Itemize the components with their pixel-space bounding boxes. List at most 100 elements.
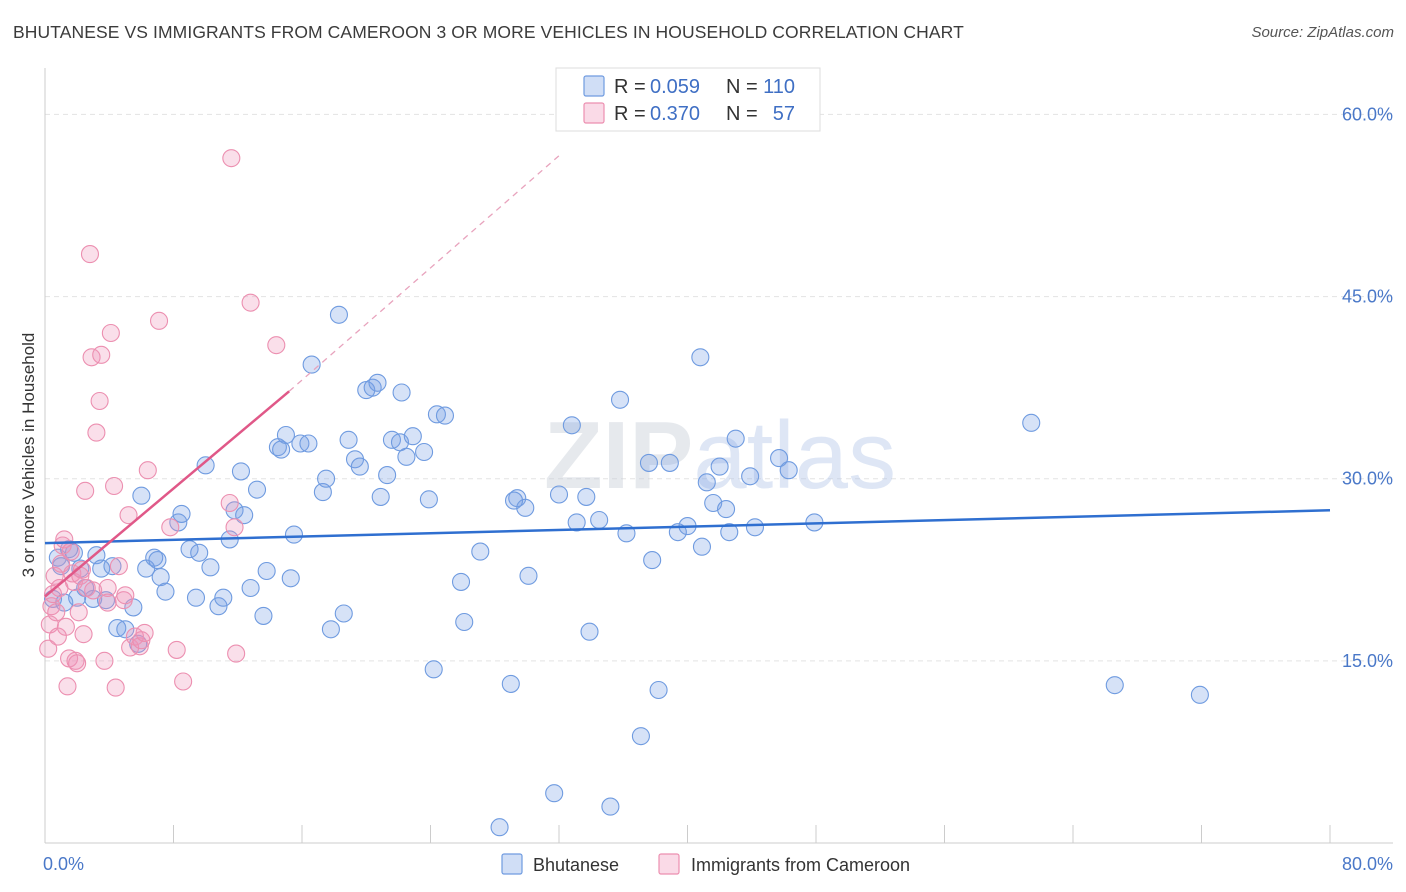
data-point-bhutanese (103, 557, 122, 576)
data-point-cameroon (87, 423, 106, 442)
legend-n-value-1: 110 (763, 76, 795, 98)
data-point-cameroon (39, 639, 58, 658)
data-point-bhutanese (741, 467, 760, 486)
data-point-cameroon (74, 625, 93, 644)
data-point-bhutanese (247, 480, 267, 499)
watermark: ZIPatlas (544, 402, 896, 509)
data-point-bhutanese (190, 543, 209, 562)
data-point-cameroon (161, 518, 180, 537)
data-point-bhutanese (545, 784, 564, 803)
data-point-bhutanese (419, 490, 438, 509)
bhutanese-points (43, 305, 1209, 837)
data-point-bhutanese (643, 551, 662, 570)
cameroon-points (39, 149, 286, 697)
data-point-bhutanese (214, 588, 233, 607)
data-point-cameroon (105, 476, 124, 496)
y-tick-labels: 15.0% 30.0% 45.0% 60.0% (1342, 104, 1393, 670)
data-point-cameroon (72, 560, 91, 579)
legend-n-label-1: N = (726, 76, 758, 98)
legend-r-label-2: R = (614, 103, 646, 125)
data-point-bhutanese (241, 578, 260, 598)
data-point-bhutanese (710, 457, 729, 476)
legend-bottom-swatch-bhutanese (501, 853, 523, 875)
data-point-bhutanese (92, 559, 111, 578)
data-point-cameroon (92, 345, 111, 364)
data-point-bhutanese (231, 462, 251, 481)
data-point-cameroon (220, 493, 239, 513)
data-point-bhutanese (132, 486, 151, 505)
data-point-bhutanese (726, 429, 745, 448)
data-point-cameroon (149, 311, 169, 330)
data-point-cameroon (80, 245, 100, 264)
data-point-cameroon (241, 293, 260, 312)
legend-bottom: Bhutanese Immigrants from Cameroon (501, 853, 910, 875)
data-point-bhutanese (403, 427, 422, 446)
data-point-bhutanese (254, 606, 273, 625)
data-point-bhutanese (660, 453, 679, 472)
legend-bottom-label-cameroon: Immigrants from Cameroon (691, 855, 910, 875)
data-point-bhutanese (716, 500, 736, 519)
data-point-bhutanese (1022, 413, 1041, 432)
data-point-bhutanese (649, 680, 668, 700)
data-point-bhutanese (516, 498, 535, 517)
data-point-bhutanese (567, 513, 586, 532)
data-point-bhutanese (363, 378, 382, 397)
data-point-cameroon (101, 323, 120, 343)
x-tick-label-max: 80.0% (1342, 854, 1393, 874)
data-point-bhutanese (378, 466, 397, 485)
data-point-bhutanese (455, 612, 474, 632)
legend-top: R = 0.059 N = 110 R = 0.370 N = 57 (555, 67, 821, 132)
data-point-bhutanese (770, 449, 789, 468)
legend-swatch-cameroon (583, 102, 605, 124)
data-point-cameroon (98, 578, 117, 598)
data-point-bhutanese (504, 491, 524, 510)
data-point-bhutanese (317, 469, 336, 488)
data-point-bhutanese (580, 622, 599, 641)
data-point-bhutanese (549, 485, 569, 504)
data-point-cameroon (174, 672, 193, 691)
data-point-cameroon (267, 336, 286, 355)
data-point-cameroon (56, 617, 75, 636)
trendline-cameroon (44, 390, 290, 598)
data-point-cameroon (227, 644, 246, 663)
data-point-bhutanese (321, 620, 340, 639)
y-tick-label: 30.0% (1342, 469, 1393, 489)
legend-bottom-swatch-cameroon (658, 853, 680, 875)
data-point-bhutanese (339, 430, 358, 449)
data-point-cameroon (98, 593, 117, 612)
data-point-bhutanese (745, 518, 765, 537)
data-point-bhutanese (281, 569, 300, 588)
data-point-cameroon (47, 603, 66, 622)
data-point-bhutanese (692, 537, 712, 556)
data-point-cameroon (222, 149, 241, 168)
data-point-bhutanese (697, 473, 716, 492)
data-point-bhutanese (350, 457, 369, 476)
data-point-bhutanese (371, 487, 390, 506)
data-point-cameroon (68, 654, 87, 673)
data-point-cameroon (84, 581, 103, 600)
data-point-cameroon (225, 518, 244, 537)
data-point-bhutanese (392, 383, 411, 402)
data-point-bhutanese (145, 548, 164, 567)
data-point-bhutanese (691, 348, 710, 367)
data-point-bhutanese (156, 582, 175, 601)
data-point-bhutanese (299, 434, 318, 453)
data-point-cameroon (130, 637, 149, 656)
grid-lines (45, 113, 1393, 662)
data-point-bhutanese (590, 510, 609, 530)
data-point-bhutanese (471, 542, 490, 561)
data-point-bhutanese (180, 540, 199, 559)
data-point-cameroon (76, 481, 95, 500)
data-point-bhutanese (577, 487, 596, 506)
data-point-bhutanese (639, 453, 659, 472)
data-point-cameroon (58, 677, 77, 696)
data-point-bhutanese (272, 440, 291, 459)
y-tick-label: 45.0% (1342, 287, 1393, 307)
data-point-cameroon (116, 586, 135, 605)
data-point-bhutanese (779, 461, 798, 480)
legend-bottom-label-bhutanese: Bhutanese (533, 855, 619, 875)
data-point-cameroon (119, 506, 138, 525)
data-point-bhutanese (186, 588, 206, 607)
data-point-bhutanese (490, 818, 509, 837)
data-point-bhutanese (562, 416, 581, 435)
